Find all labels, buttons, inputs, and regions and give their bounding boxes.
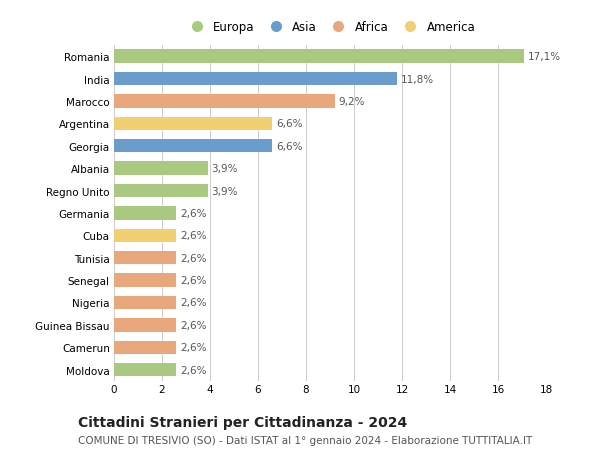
- Text: 3,9%: 3,9%: [211, 164, 238, 174]
- Text: 6,6%: 6,6%: [276, 141, 302, 151]
- Bar: [114, 274, 176, 287]
- Bar: [114, 341, 176, 354]
- Bar: [114, 252, 176, 265]
- Bar: [114, 73, 397, 86]
- Text: 2,6%: 2,6%: [180, 231, 206, 241]
- Text: 2,6%: 2,6%: [180, 365, 206, 375]
- Bar: [114, 50, 524, 64]
- Text: 2,6%: 2,6%: [180, 253, 206, 263]
- Text: 2,6%: 2,6%: [180, 208, 206, 218]
- Text: Cittadini Stranieri per Cittadinanza - 2024: Cittadini Stranieri per Cittadinanza - 2…: [78, 415, 407, 429]
- Bar: [114, 95, 335, 108]
- Text: 2,6%: 2,6%: [180, 320, 206, 330]
- Bar: [114, 207, 176, 220]
- Legend: Europa, Asia, Africa, America: Europa, Asia, Africa, America: [182, 18, 478, 36]
- Text: 9,2%: 9,2%: [338, 97, 365, 107]
- Bar: [114, 118, 272, 131]
- Text: 2,6%: 2,6%: [180, 298, 206, 308]
- Bar: [114, 229, 176, 242]
- Text: COMUNE DI TRESIVIO (SO) - Dati ISTAT al 1° gennaio 2024 - Elaborazione TUTTITALI: COMUNE DI TRESIVIO (SO) - Dati ISTAT al …: [78, 435, 532, 445]
- Text: 6,6%: 6,6%: [276, 119, 302, 129]
- Text: 11,8%: 11,8%: [401, 74, 434, 84]
- Bar: [114, 140, 272, 153]
- Text: 3,9%: 3,9%: [211, 186, 238, 196]
- Text: 2,6%: 2,6%: [180, 342, 206, 353]
- Text: 17,1%: 17,1%: [528, 52, 561, 62]
- Bar: [114, 185, 208, 198]
- Bar: [114, 319, 176, 332]
- Bar: [114, 296, 176, 309]
- Bar: [114, 162, 208, 175]
- Text: 2,6%: 2,6%: [180, 275, 206, 285]
- Bar: [114, 363, 176, 376]
